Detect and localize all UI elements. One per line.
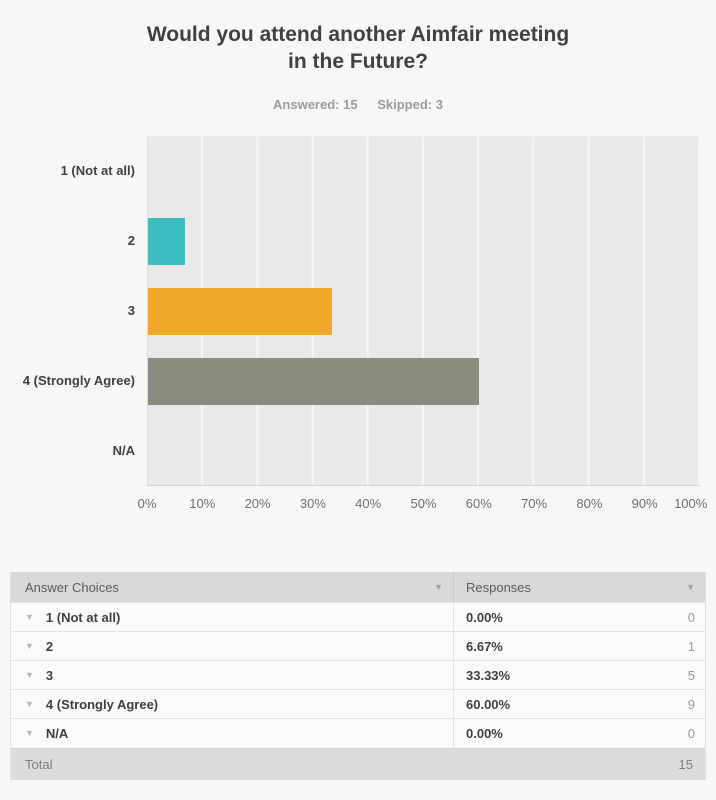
- response-count: 0: [687, 725, 695, 741]
- answer-label: N/A: [45, 725, 69, 741]
- response-meta: Answered: 15 Skipped: 3: [0, 97, 716, 112]
- response-cell: 33.33% 5: [454, 661, 705, 689]
- x-tick: 0%: [137, 496, 157, 511]
- answer-label: 3: [45, 667, 54, 683]
- answer-cell: ▼ 2: [11, 632, 454, 660]
- response-cell: 6.67% 1: [454, 632, 705, 660]
- response-count: 9: [687, 696, 695, 712]
- response-percent: 33.33%: [466, 667, 511, 683]
- results-table: Answer Choices ▼ Responses ▼ ▼ 1 (Not at…: [10, 572, 706, 780]
- expand-chevron-icon[interactable]: ▼: [25, 612, 34, 622]
- table-row: ▼ 4 (Strongly Agree) 60.00% 9: [11, 689, 705, 718]
- x-tick: 50%: [410, 496, 437, 511]
- x-axis: 0% 10% 20% 30% 40% 50% 60% 70% 80% 90% 1…: [10, 486, 708, 520]
- chart-row: 1 (Not at all): [10, 136, 700, 206]
- chart-row: N/A: [10, 416, 700, 486]
- expand-chevron-icon[interactable]: ▼: [25, 641, 34, 651]
- table-row: ▼ 2 6.67% 1: [11, 631, 705, 660]
- x-tick: 30%: [299, 496, 326, 511]
- category-label: 4 (Strongly Agree): [22, 373, 135, 389]
- chart-row: 4 (Strongly Agree): [10, 346, 700, 416]
- total-label: Total: [25, 756, 53, 772]
- plot-area-row: [147, 276, 700, 346]
- response-cell: 0.00% 0: [454, 603, 705, 631]
- response-cell: 0.00% 0: [454, 719, 705, 747]
- plot-area-row: [147, 416, 700, 486]
- response-percent: 60.00%: [466, 696, 511, 712]
- x-tick: 10%: [189, 496, 216, 511]
- x-tick: 100%: [674, 496, 708, 511]
- table-row: ▼ 1 (Not at all) 0.00% 0: [11, 602, 705, 631]
- responses-header: Responses ▼: [454, 572, 705, 602]
- response-count: 0: [687, 609, 695, 625]
- answer-cell: ▼ 3: [11, 661, 454, 689]
- x-tick: 20%: [244, 496, 271, 511]
- answered-count: Answered: 15: [273, 97, 358, 112]
- plot-area-row: [147, 206, 700, 276]
- response-percent: 0.00%: [466, 725, 503, 741]
- x-tick: 70%: [521, 496, 548, 511]
- x-tick: 80%: [576, 496, 603, 511]
- answer-label: 1 (Not at all): [45, 609, 121, 625]
- x-axis-ticks: 0% 10% 20% 30% 40% 50% 60% 70% 80% 90% 1…: [138, 486, 708, 520]
- response-count: 1: [687, 638, 695, 654]
- answer-cell: ▼ N/A: [11, 719, 454, 747]
- plot-area-row: [147, 346, 700, 416]
- x-tick: 40%: [355, 496, 382, 511]
- bar-3: [148, 287, 332, 335]
- question-title: Would you attend another Aimfair meeting…: [0, 21, 716, 75]
- answer-label: 4 (Strongly Agree): [45, 696, 159, 712]
- table-header-row: Answer Choices ▼ Responses ▼: [11, 572, 705, 602]
- responses-header-label: Responses: [466, 579, 532, 595]
- table-row: ▼ 3 33.33% 5: [11, 660, 705, 689]
- answer-label: 2: [45, 638, 54, 654]
- table-row: ▼ N/A 0.00% 0: [11, 718, 705, 747]
- answer-cell: ▼ 4 (Strongly Agree): [11, 690, 454, 718]
- answer-choices-header-label: Answer Choices: [25, 579, 119, 595]
- sort-chevron-icon[interactable]: ▼: [434, 582, 443, 592]
- response-cell: 60.00% 9: [454, 690, 705, 718]
- expand-chevron-icon[interactable]: ▼: [25, 699, 34, 709]
- category-label: N/A: [112, 443, 135, 459]
- response-percent: 6.67%: [466, 638, 503, 654]
- answer-choices-header: Answer Choices ▼: [11, 572, 454, 602]
- response-count: 5: [687, 667, 695, 683]
- skipped-count: Skipped: 3: [377, 97, 443, 112]
- plot-area-row: [147, 136, 700, 206]
- expand-chevron-icon[interactable]: ▼: [25, 670, 34, 680]
- category-label: 1 (Not at all): [60, 163, 135, 179]
- category-label: 2: [127, 233, 135, 249]
- total-value: 15: [678, 756, 693, 772]
- x-tick: 90%: [631, 496, 658, 511]
- expand-chevron-icon[interactable]: ▼: [25, 728, 34, 738]
- bar-4-strongly-agree: [148, 357, 480, 405]
- question-title-line2: in the Future?: [288, 50, 428, 73]
- x-tick: 60%: [465, 496, 492, 511]
- sort-chevron-icon[interactable]: ▼: [686, 582, 695, 592]
- answer-cell: ▼ 1 (Not at all): [11, 603, 454, 631]
- chart-row: 2: [10, 206, 700, 276]
- category-label: 3: [127, 303, 135, 319]
- table-total-row: Total 15: [11, 748, 705, 779]
- horizontal-bar-chart: 1 (Not at all) 2 3 4 (Strongly Agree) N/…: [10, 136, 700, 486]
- chart-row: 3: [10, 276, 700, 346]
- bar-2: [148, 217, 185, 265]
- survey-question-header: Would you attend another Aimfair meeting…: [0, 0, 716, 112]
- response-percent: 0.00%: [466, 609, 503, 625]
- question-title-line1: Would you attend another Aimfair meeting: [146, 23, 570, 46]
